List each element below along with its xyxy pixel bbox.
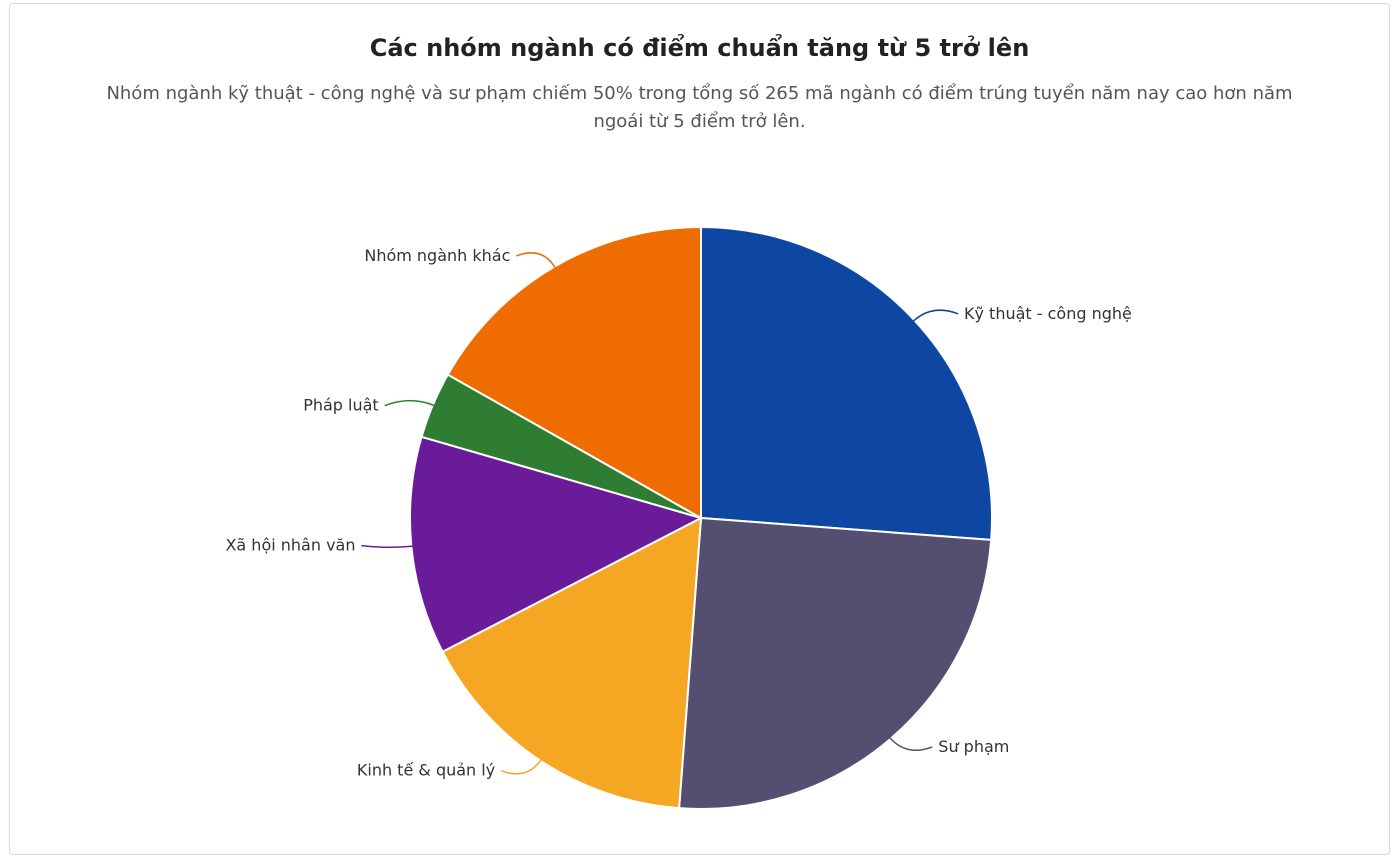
pie-label-phap-luat: Pháp luật [303, 396, 379, 415]
pie-connector-kinh-te-quan-ly [500, 758, 543, 775]
pie-label-su-pham: Sư phạm [938, 737, 1009, 756]
pie-connector-phap-luat [384, 399, 435, 407]
chart-subtitle-line-2: ngoái từ 5 điểm trở lên. [593, 111, 806, 132]
chart-title: Các nhóm ngành có điểm chuẩn tăng từ 5 t… [369, 34, 1030, 62]
pie-slice-su-pham[interactable] [678, 516, 993, 810]
pie-connector-su-pham [888, 736, 933, 751]
pie-connector-nhom-nganh-khac [516, 252, 557, 269]
chart-card: Các nhóm ngành có điểm chuẩn tăng từ 5 t… [9, 3, 1390, 855]
pie-label-nhom-nganh-khac: Nhóm ngành khác [364, 246, 510, 265]
pie-label-ky-thuat-cong-nghe: Kỹ thuật - công nghệ [964, 304, 1132, 323]
pie-chart: Kỹ thuật - công nghệ Sư phạm Kinh tế & quả… [225, 225, 1132, 810]
pie-slice-ky-thuat-cong-nghe[interactable] [700, 225, 993, 541]
pie-connector-ky-thuat-cong-nghe [912, 309, 959, 323]
pie-label-kinh-te-quan-ly: Kinh tế & quản lý [357, 761, 495, 780]
pie-connector-xa-hoi-nhan-van [361, 544, 414, 548]
pie-label-xa-hoi-nhan-van: Xã hội nhân văn [225, 536, 355, 555]
chart-subtitle-line-1: Nhóm ngành kỹ thuật - công nghệ và sư ph… [106, 83, 1293, 104]
chart-subtitle: Nhóm ngành kỹ thuật - công nghệ và sư ph… [10, 80, 1389, 136]
